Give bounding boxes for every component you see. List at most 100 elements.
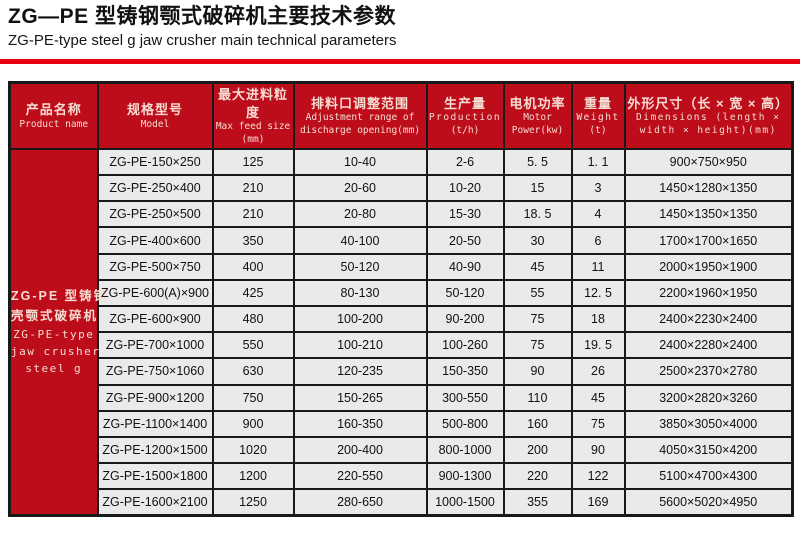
- parameters-table: 产品名称 Product name 规格型号 Model 最大进料粒度 Max …: [8, 81, 794, 517]
- page-title: ZG—PE 型铸钢颚式破碎机主要技术参数: [8, 5, 397, 28]
- header-zh: 最大进料粒度: [217, 87, 288, 120]
- header-en: Product name: [19, 118, 89, 130]
- motor-power-cell: 45: [502, 252, 573, 281]
- header-en: (mm): [241, 133, 265, 145]
- model-cell: ZG-PE-900×1200: [96, 383, 214, 412]
- motor-power-cell: 75: [502, 304, 573, 334]
- header-en: Production: [428, 112, 502, 124]
- discharge-range-cell: 20-60: [292, 174, 428, 203]
- discharge-range-cell: 100-200: [292, 304, 428, 334]
- production-cell: 800-1000: [425, 435, 505, 465]
- table-row: ZG-PE-400×600 350 40-100 20-50 30 6 1700…: [10, 226, 794, 255]
- motor-power-cell: 5. 5: [502, 147, 573, 177]
- motor-power-cell: 55: [502, 278, 573, 308]
- table-row: ZG-PE-900×1200 750 150-265 300-550 110 4…: [10, 383, 794, 412]
- dimensions-cell: 3200×2820×3260: [623, 383, 794, 412]
- model-cell: ZG-PE-1100×1400: [96, 409, 214, 438]
- col-header-discharge-range: 排料口调整范围 Adjustment range of discharge op…: [292, 81, 428, 150]
- header-zh: 产品名称: [25, 102, 82, 118]
- weight-cell: 1. 1: [570, 147, 626, 177]
- motor-power-cell: 30: [502, 226, 573, 255]
- model-cell: ZG-PE-1600×2100: [96, 488, 214, 517]
- production-cell: 15-30: [425, 200, 505, 229]
- motor-power-cell: 18. 5: [502, 200, 573, 229]
- table-row: ZG-PE-600×900 480 100-200 90-200 75 18 2…: [10, 304, 794, 334]
- max-feed-size-cell: 550: [211, 331, 295, 360]
- model-cell: ZG-PE-250×500: [96, 200, 214, 229]
- header-zh: 排料口调整范围: [310, 95, 409, 111]
- weight-cell: 90: [570, 435, 626, 465]
- header-zh: 生产量: [443, 95, 486, 111]
- dimensions-cell: 5600×5020×4950: [623, 488, 794, 517]
- header-en: Weight: [576, 112, 620, 124]
- max-feed-size-cell: 1200: [211, 462, 295, 491]
- table-row: ZG-PE-500×750 400 50-120 40-90 45 11 200…: [10, 252, 794, 281]
- model-cell: ZG-PE-500×750: [96, 252, 214, 281]
- col-header-dimensions: 外形尺寸（长 × 宽 × 高） Dimensions (length × wid…: [623, 81, 794, 150]
- header-en: Dimensions (length ×: [636, 112, 781, 124]
- motor-power-cell: 90: [502, 357, 573, 386]
- production-cell: 20-50: [425, 226, 505, 255]
- dimensions-cell: 2400×2230×2400: [623, 304, 794, 334]
- model-cell: ZG-PE-150×250: [96, 147, 214, 177]
- header-en: discharge opening(mm): [299, 124, 421, 136]
- discharge-range-cell: 20-80: [292, 200, 428, 229]
- table-row: ZG-PE-700×1000 550 100-210 100-260 75 19…: [10, 331, 794, 360]
- header-zh: 外形尺寸（长 × 宽 × 高）: [627, 95, 790, 111]
- production-cell: 300-550: [425, 383, 505, 412]
- weight-cell: 18: [570, 304, 626, 334]
- product-name-en: steel g: [25, 362, 83, 376]
- weight-cell: 4: [570, 200, 626, 229]
- motor-power-cell: 110: [502, 383, 573, 412]
- product-name-cell: ZG-PE 型铸钢 壳颚式破碎机 ZG-PE-type jaw crusher …: [8, 147, 109, 517]
- production-cell: 100-260: [425, 331, 505, 360]
- dimensions-cell: 1450×1280×1350: [623, 174, 794, 203]
- discharge-range-cell: 150-265: [292, 383, 428, 412]
- production-cell: 50-120: [425, 278, 505, 308]
- header-en: width × height)(mm): [639, 124, 777, 136]
- header-en: (t): [589, 124, 607, 136]
- header-row: 产品名称 Product name 规格型号 Model 最大进料粒度 Max …: [8, 81, 794, 150]
- model-cell: ZG-PE-750×1060: [96, 357, 214, 386]
- motor-power-cell: 220: [502, 462, 573, 491]
- weight-cell: 6: [570, 226, 626, 255]
- table-row: ZG-PE-250×500 210 20-80 15-30 18. 5 4 14…: [10, 200, 794, 229]
- model-cell: ZG-PE-600×900: [96, 304, 214, 334]
- max-feed-size-cell: 900: [211, 409, 295, 438]
- discharge-range-cell: 10-40: [292, 147, 428, 177]
- model-cell: ZG-PE-1200×1500: [96, 435, 214, 465]
- dimensions-cell: 3850×3050×4000: [623, 409, 794, 438]
- model-cell: ZG-PE-1500×1800: [96, 462, 214, 491]
- header-zh: 规格型号: [126, 102, 183, 118]
- dimensions-cell: 2000×1950×1900: [623, 252, 794, 281]
- discharge-range-cell: 80-130: [292, 278, 428, 308]
- table-row: ZG-PE-600(A)×900 425 80-130 50-120 55 12…: [10, 278, 794, 308]
- motor-power-cell: 75: [502, 331, 573, 360]
- product-name-zh: ZG-PE 型铸钢: [11, 289, 109, 304]
- discharge-range-cell: 40-100: [292, 226, 428, 255]
- table-row: ZG-PE-1600×2100 1250 280-650 1000-1500 3…: [10, 488, 794, 517]
- col-header-product-name: 产品名称 Product name: [8, 81, 99, 150]
- discharge-range-cell: 120-235: [292, 357, 428, 386]
- model-cell: ZG-PE-700×1000: [96, 331, 214, 360]
- production-cell: 2-6: [425, 147, 505, 177]
- max-feed-size-cell: 400: [211, 252, 295, 281]
- production-cell: 900-1300: [425, 462, 505, 491]
- header-en: Max feed size: [215, 121, 291, 133]
- product-name-en: jaw crusher: [11, 345, 101, 359]
- discharge-range-cell: 200-400: [292, 435, 428, 465]
- motor-power-cell: 355: [502, 488, 573, 517]
- table-row: ZG-PE-250×400 210 20-60 10-20 15 3 1450×…: [10, 174, 794, 203]
- model-cell: ZG-PE-400×600: [96, 226, 214, 255]
- weight-cell: 75: [570, 409, 626, 438]
- discharge-range-cell: 280-650: [292, 488, 428, 517]
- max-feed-size-cell: 210: [211, 200, 295, 229]
- weight-cell: 26: [570, 357, 626, 386]
- weight-cell: 3: [570, 174, 626, 203]
- col-header-motor-power: 电机功率 Motor Power(kw): [502, 81, 573, 150]
- col-header-weight: 重量 Weight (t): [570, 81, 626, 150]
- red-divider: [0, 59, 800, 65]
- motor-power-cell: 160: [502, 409, 573, 438]
- header-en: Model: [140, 118, 170, 130]
- dimensions-cell: 2500×2370×2780: [623, 357, 794, 386]
